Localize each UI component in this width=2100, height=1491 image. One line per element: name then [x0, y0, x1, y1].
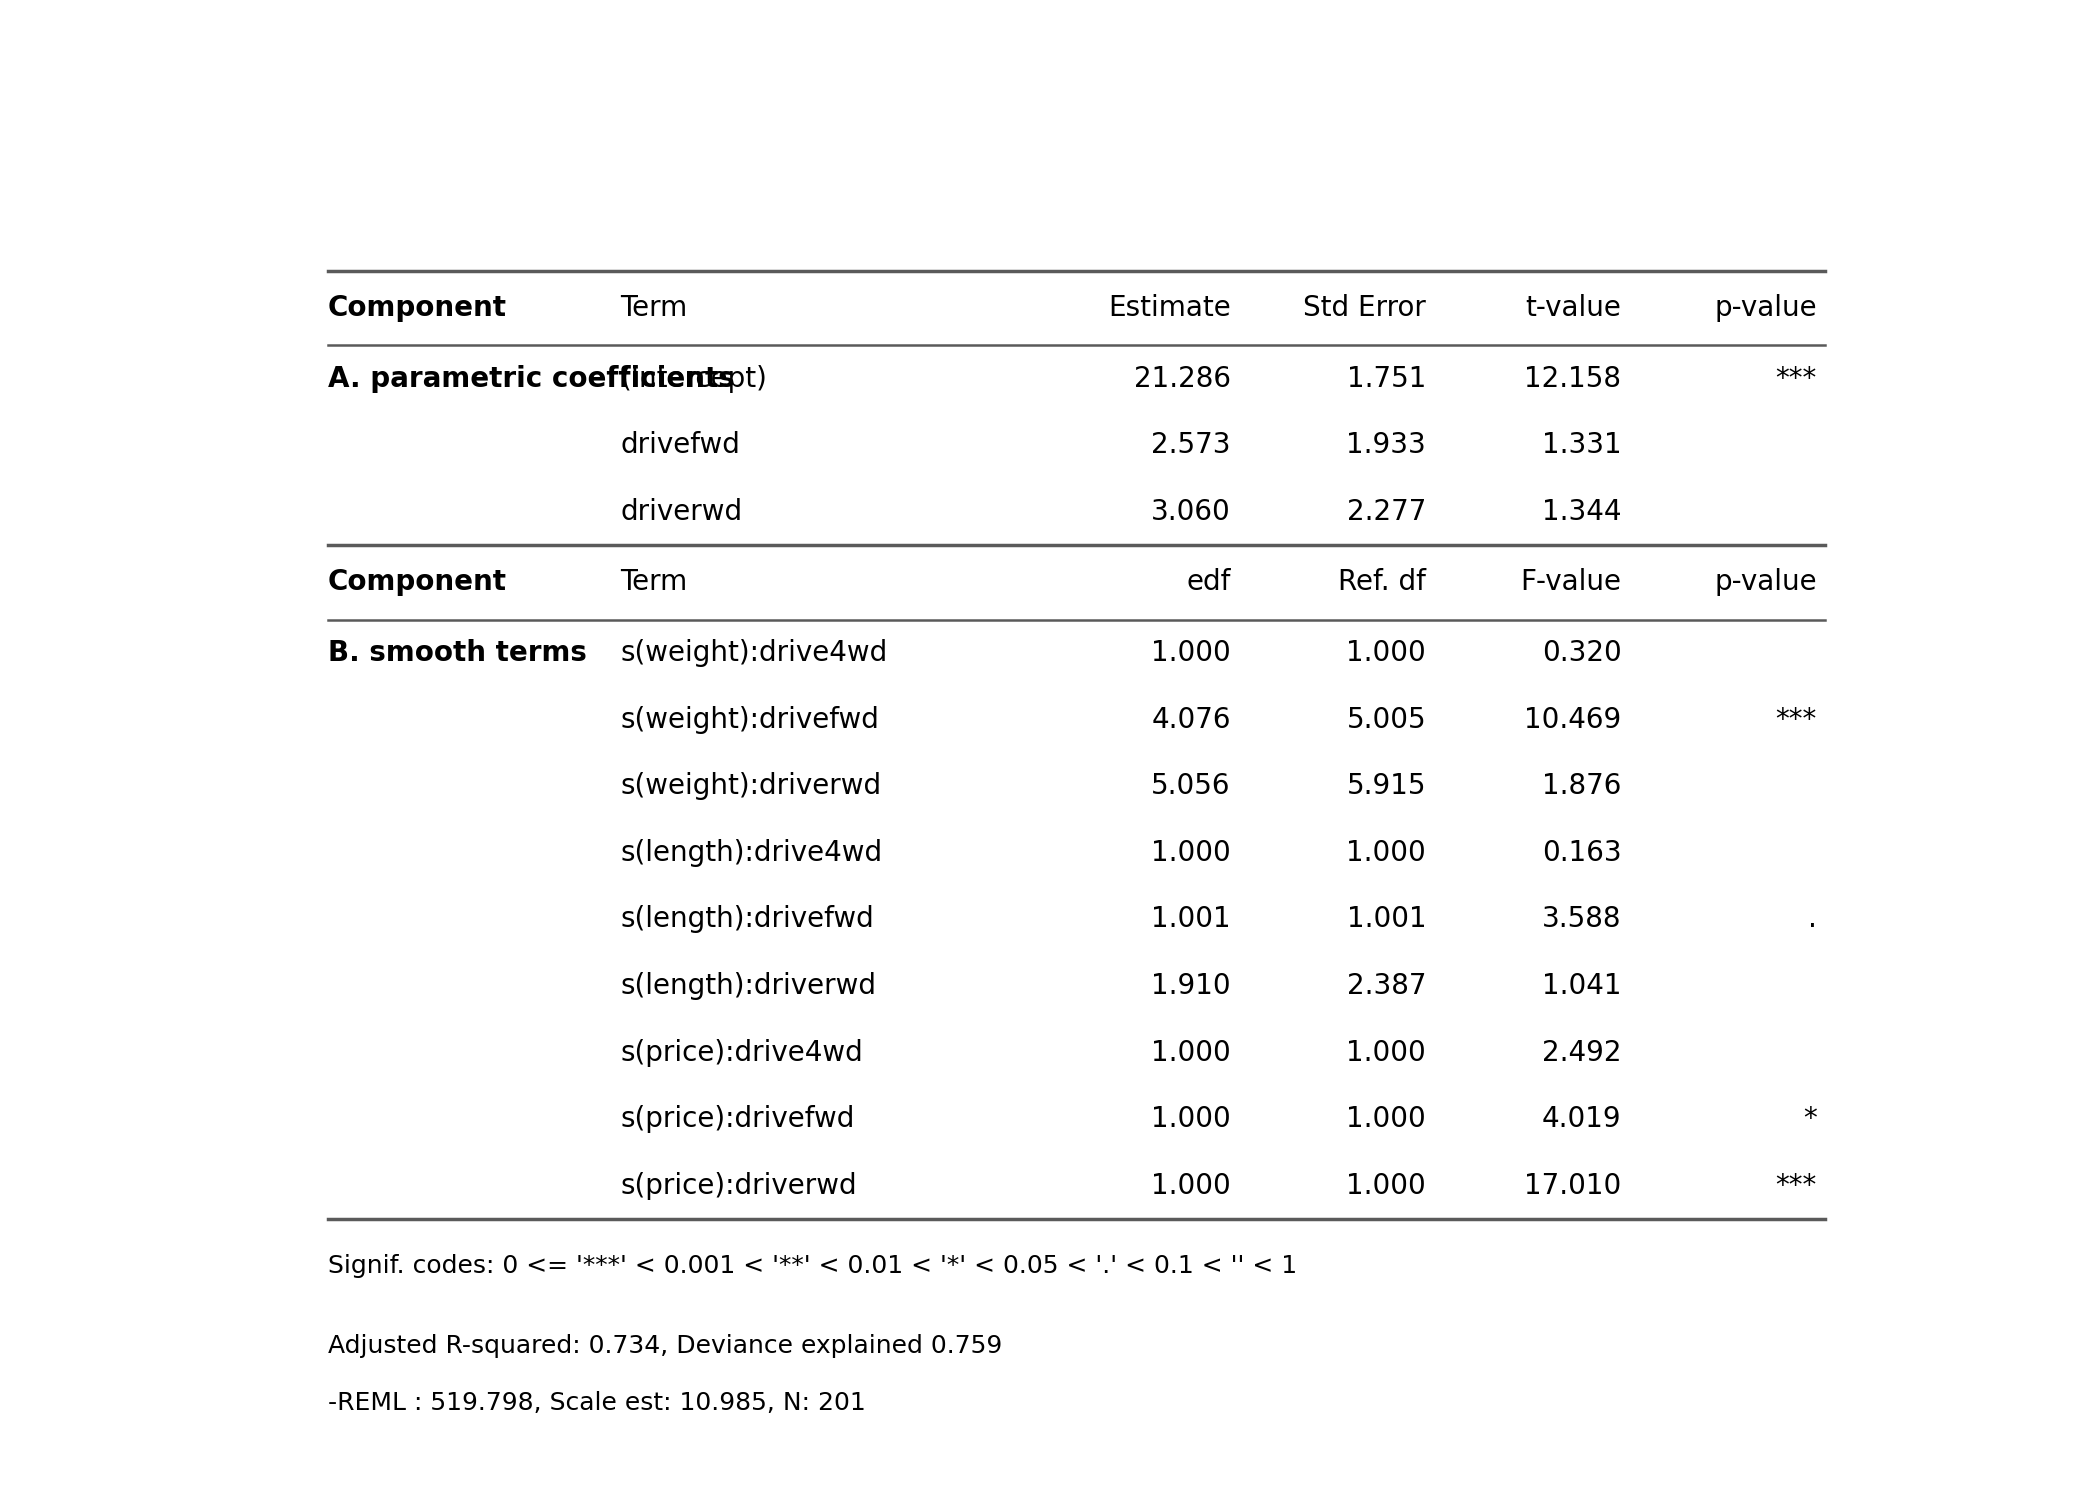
Text: *: * [1804, 1105, 1816, 1133]
Text: .: . [1808, 905, 1816, 933]
Text: 0.320: 0.320 [1541, 640, 1621, 666]
Text: 17.010: 17.010 [1525, 1172, 1621, 1200]
Text: 0.163: 0.163 [1541, 839, 1621, 866]
Text: 1.000: 1.000 [1151, 1039, 1231, 1066]
Text: -REML : 519.798, Scale est: 10.985, N: 201: -REML : 519.798, Scale est: 10.985, N: 2… [328, 1391, 865, 1415]
Text: 1.000: 1.000 [1346, 1172, 1426, 1200]
Text: s(length):drivefwd: s(length):drivefwd [622, 905, 874, 933]
Text: p-value: p-value [1714, 568, 1816, 596]
Text: 21.286: 21.286 [1134, 365, 1231, 392]
Text: s(weight):drivefwd: s(weight):drivefwd [622, 705, 880, 734]
Text: s(length):driverwd: s(length):driverwd [622, 972, 876, 1000]
Text: 3.588: 3.588 [1541, 905, 1621, 933]
Text: s(price):drivefwd: s(price):drivefwd [622, 1105, 855, 1133]
Text: 1.910: 1.910 [1151, 972, 1231, 1000]
Text: 1.000: 1.000 [1151, 839, 1231, 866]
Text: 1.751: 1.751 [1346, 365, 1426, 392]
Text: 1.000: 1.000 [1346, 1105, 1426, 1133]
Text: 10.469: 10.469 [1525, 705, 1621, 734]
Text: 1.000: 1.000 [1346, 839, 1426, 866]
Text: 1.000: 1.000 [1346, 1039, 1426, 1066]
Text: 5.005: 5.005 [1346, 705, 1426, 734]
Text: ***: *** [1774, 365, 1816, 392]
Text: 1.000: 1.000 [1151, 640, 1231, 666]
Text: 1.933: 1.933 [1346, 431, 1426, 459]
Text: 2.573: 2.573 [1151, 431, 1231, 459]
Text: 3.060: 3.060 [1151, 498, 1231, 526]
Text: 1.041: 1.041 [1541, 972, 1621, 1000]
Text: Adjusted R-squared: 0.734, Deviance explained 0.759: Adjusted R-squared: 0.734, Deviance expl… [328, 1334, 1002, 1358]
Text: t-value: t-value [1525, 294, 1621, 322]
Text: ***: *** [1774, 705, 1816, 734]
Text: 1.331: 1.331 [1541, 431, 1621, 459]
Text: ***: *** [1774, 1172, 1816, 1200]
Text: Estimate: Estimate [1109, 294, 1231, 322]
Text: Component: Component [328, 568, 506, 596]
Text: F-value: F-value [1520, 568, 1621, 596]
Text: 2.492: 2.492 [1541, 1039, 1621, 1066]
Text: 2.277: 2.277 [1346, 498, 1426, 526]
Text: 1.000: 1.000 [1151, 1172, 1231, 1200]
Text: s(weight):drive4wd: s(weight):drive4wd [622, 640, 888, 666]
Text: 1.876: 1.876 [1541, 772, 1621, 801]
Text: 5.056: 5.056 [1151, 772, 1231, 801]
Text: s(weight):driverwd: s(weight):driverwd [622, 772, 882, 801]
Text: 4.019: 4.019 [1541, 1105, 1621, 1133]
Text: (Intercept): (Intercept) [622, 365, 766, 392]
Text: s(price):driverwd: s(price):driverwd [622, 1172, 857, 1200]
Text: B. smooth terms: B. smooth terms [328, 640, 586, 666]
Text: edf: edf [1186, 568, 1231, 596]
Text: 1.000: 1.000 [1346, 640, 1426, 666]
Text: 1.344: 1.344 [1541, 498, 1621, 526]
Text: s(length):drive4wd: s(length):drive4wd [622, 839, 882, 866]
Text: 5.915: 5.915 [1346, 772, 1426, 801]
Text: Std Error: Std Error [1304, 294, 1426, 322]
Text: drivefwd: drivefwd [622, 431, 741, 459]
Text: 4.076: 4.076 [1151, 705, 1231, 734]
Text: Term: Term [622, 294, 689, 322]
Text: 1.001: 1.001 [1151, 905, 1231, 933]
Text: 2.387: 2.387 [1346, 972, 1426, 1000]
Text: driverwd: driverwd [622, 498, 743, 526]
Text: 1.001: 1.001 [1346, 905, 1426, 933]
Text: p-value: p-value [1714, 294, 1816, 322]
Text: A. parametric coefficients: A. parametric coefficients [328, 365, 735, 392]
Text: Component: Component [328, 294, 506, 322]
Text: Signif. codes: 0 <= '***' < 0.001 < '**' < 0.01 < '*' < 0.05 < '.' < 0.1 < '' < : Signif. codes: 0 <= '***' < 0.001 < '**'… [328, 1254, 1296, 1278]
Text: 12.158: 12.158 [1525, 365, 1621, 392]
Text: s(price):drive4wd: s(price):drive4wd [622, 1039, 863, 1066]
Text: 1.000: 1.000 [1151, 1105, 1231, 1133]
Text: Term: Term [622, 568, 689, 596]
Text: Ref. df: Ref. df [1338, 568, 1426, 596]
